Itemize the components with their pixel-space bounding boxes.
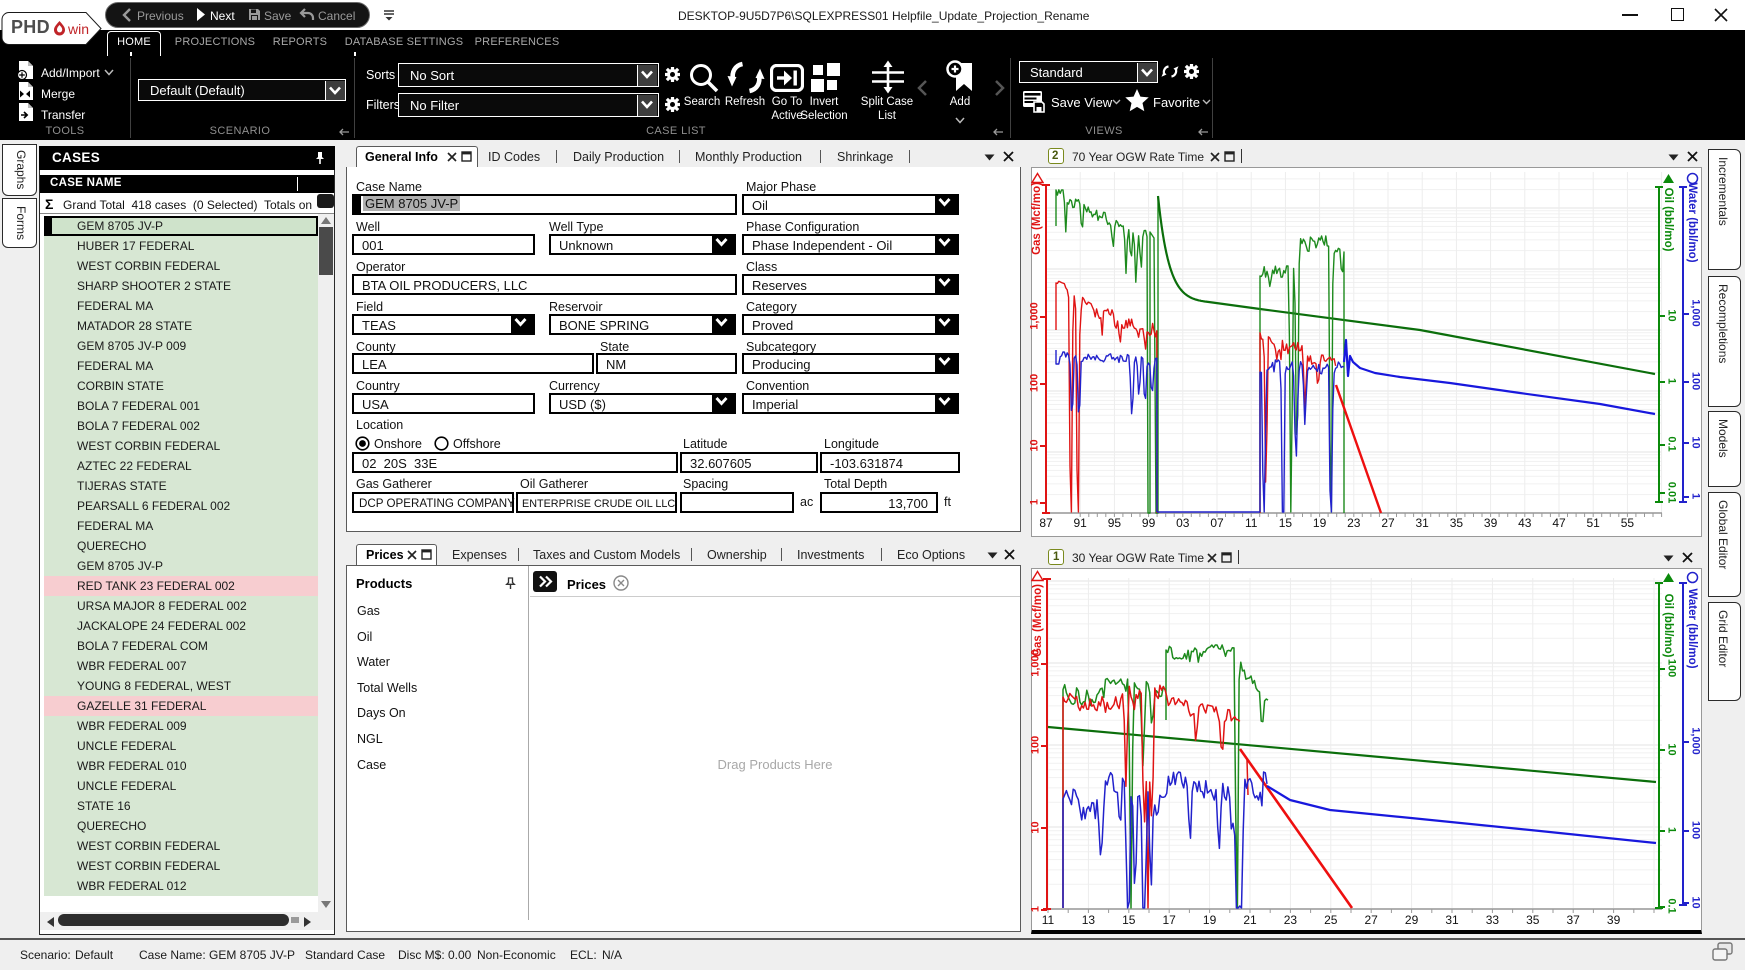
svg-text:10: 10 bbox=[1689, 436, 1701, 448]
svg-text:100: 100 bbox=[1689, 821, 1701, 839]
svg-text:10: 10 bbox=[1028, 439, 1040, 451]
svg-text:100: 100 bbox=[1665, 659, 1677, 677]
svg-text:Oil (bbl/mo): Oil (bbl/mo) bbox=[1662, 187, 1674, 251]
svg-text:1,000: 1,000 bbox=[1689, 299, 1701, 327]
svg-text:1: 1 bbox=[1665, 827, 1677, 833]
svg-text:1: 1 bbox=[1689, 493, 1701, 499]
svg-text:10: 10 bbox=[1665, 743, 1677, 755]
svg-text:0.01: 0.01 bbox=[1665, 481, 1677, 502]
svg-text:Water (bbl/mo): Water (bbl/mo) bbox=[1686, 182, 1698, 262]
svg-text:1,000: 1,000 bbox=[1029, 649, 1041, 677]
svg-text:0.1: 0.1 bbox=[1665, 436, 1677, 451]
svg-text:Gas (Mcf/mo): Gas (Mcf/mo) bbox=[1032, 583, 1044, 656]
svg-text:10: 10 bbox=[1029, 821, 1041, 833]
svg-text:100: 100 bbox=[1028, 374, 1040, 392]
svg-text:Water (bbl/mo): Water (bbl/mo) bbox=[1686, 588, 1698, 668]
svg-text:1: 1 bbox=[1665, 378, 1677, 384]
svg-text:1: 1 bbox=[1029, 906, 1041, 912]
svg-text:10: 10 bbox=[1665, 309, 1677, 321]
svg-text:100: 100 bbox=[1029, 736, 1041, 754]
svg-text:Oil (bbl/mo): Oil (bbl/mo) bbox=[1662, 593, 1674, 657]
svg-text:1: 1 bbox=[1028, 499, 1040, 505]
svg-text:0.1: 0.1 bbox=[1665, 898, 1677, 913]
svg-text:10: 10 bbox=[1689, 896, 1701, 908]
svg-text:1,000: 1,000 bbox=[1689, 727, 1701, 755]
svg-text:Gas (Mcf/mo): Gas (Mcf/mo) bbox=[1031, 181, 1043, 254]
svg-text:100: 100 bbox=[1689, 372, 1701, 390]
svg-text:1,000: 1,000 bbox=[1028, 302, 1040, 330]
